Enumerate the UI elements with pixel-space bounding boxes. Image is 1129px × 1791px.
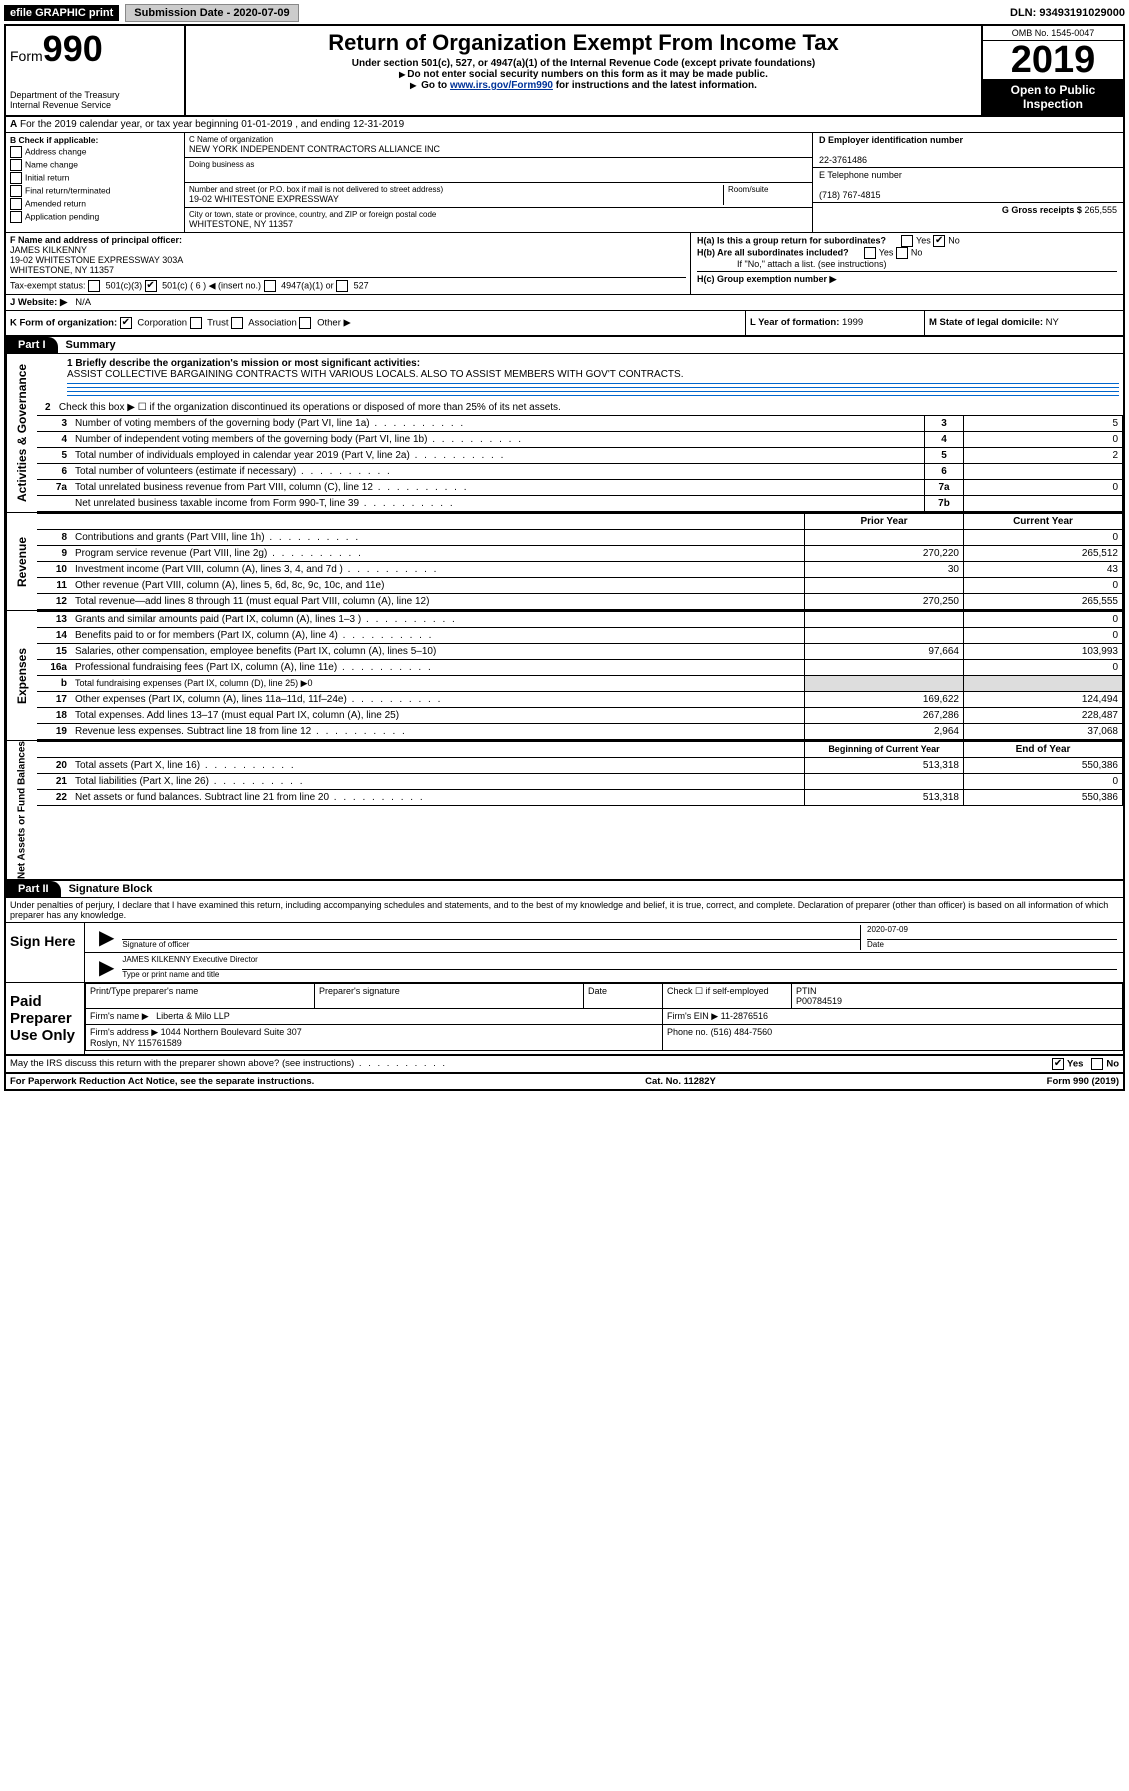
dln: DLN: 93493191029000 bbox=[1010, 7, 1125, 19]
side-revenue: Revenue bbox=[6, 513, 37, 610]
mission-statement: ASSIST COLLECTIVE BARGAINING CONTRACTS W… bbox=[67, 369, 683, 380]
irs-link[interactable]: www.irs.gov/Form990 bbox=[450, 80, 553, 91]
top-bar: efile GRAPHIC print Submission Date - 20… bbox=[4, 4, 1125, 22]
form-title: Return of Organization Exempt From Incom… bbox=[188, 30, 979, 56]
footer: For Paperwork Reduction Act Notice, see … bbox=[6, 1072, 1123, 1089]
gross-receipts: 265,555 bbox=[1084, 205, 1117, 215]
side-expenses: Expenses bbox=[6, 611, 37, 740]
officer-address: 19-02 WHITESTONE EXPRESSWAY 303A WHITEST… bbox=[10, 255, 183, 275]
row-j-website: J Website: ▶ N/A bbox=[6, 295, 1123, 311]
box-de: D Employer identification number 22-3761… bbox=[812, 133, 1123, 232]
officer-name: JAMES KILKENNY bbox=[10, 245, 87, 255]
firm-phone: (516) 484-7560 bbox=[711, 1027, 773, 1037]
part-i-header: Part I Summary bbox=[6, 337, 1123, 354]
row-a-tax-year: A For the 2019 calendar year, or tax yea… bbox=[6, 117, 1123, 133]
subtitle-1: Under section 501(c), 527, or 4947(a)(1)… bbox=[188, 58, 979, 69]
box-b: B Check if applicable: Address change Na… bbox=[6, 133, 185, 232]
ptin: P00784519 bbox=[796, 996, 842, 1006]
open-public-badge: Open to Public Inspection bbox=[983, 79, 1123, 115]
section-fh: F Name and address of principal officer:… bbox=[6, 233, 1123, 295]
form-container: Form990 Department of the Treasury Inter… bbox=[4, 24, 1125, 1091]
revenue-table: Prior YearCurrent Year 8Contributions an… bbox=[37, 513, 1123, 610]
governance-table: 3Number of voting members of the governi… bbox=[37, 415, 1123, 512]
form-header: Form990 Department of the Treasury Inter… bbox=[6, 26, 1123, 117]
subtitle-2: Do not enter social security numbers on … bbox=[188, 69, 979, 80]
expenses-table: 13Grants and similar amounts paid (Part … bbox=[37, 611, 1123, 740]
ein: 22-3761486 bbox=[819, 155, 867, 165]
discuss-row: May the IRS discuss this return with the… bbox=[6, 1055, 1123, 1072]
net-assets-table: Beginning of Current YearEnd of Year 20T… bbox=[37, 741, 1123, 806]
section-bcd: B Check if applicable: Address change Na… bbox=[6, 133, 1123, 233]
officer-name-title: JAMES KILKENNY Executive Director bbox=[122, 955, 1117, 970]
row-klm: K Form of organization: ✔ Corporation Tr… bbox=[6, 311, 1123, 337]
side-activities-governance: Activities & Governance bbox=[6, 354, 37, 512]
side-net-assets: Net Assets or Fund Balances bbox=[6, 741, 37, 879]
sign-date: 2020-07-09 bbox=[867, 925, 1117, 940]
efile-button[interactable]: efile GRAPHIC print bbox=[4, 5, 119, 21]
firm-name: Liberta & Milo LLP bbox=[156, 1011, 230, 1021]
perjury-statement: Under penalties of perjury, I declare th… bbox=[6, 898, 1123, 923]
org-address: 19-02 WHITESTONE EXPRESSWAY bbox=[189, 194, 723, 204]
submission-date-button[interactable]: Submission Date - 2020-07-09 bbox=[125, 4, 298, 22]
form-prefix: Form bbox=[10, 48, 43, 64]
paid-preparer-section: Paid Preparer Use Only Print/Type prepar… bbox=[6, 983, 1123, 1055]
phone: (718) 767-4815 bbox=[819, 190, 881, 200]
dept-treasury: Department of the Treasury Internal Reve… bbox=[10, 90, 180, 110]
subtitle-3: Go to www.irs.gov/Form990 for instructio… bbox=[188, 80, 979, 91]
box-c: C Name of organization NEW YORK INDEPEND… bbox=[185, 133, 812, 232]
org-name: NEW YORK INDEPENDENT CONTRACTORS ALLIANC… bbox=[189, 144, 808, 154]
form-number: 990 bbox=[43, 28, 103, 69]
tax-year: 2019 bbox=[983, 41, 1123, 79]
firm-ein: 11-2876516 bbox=[721, 1011, 768, 1021]
sign-here-section: Sign Here ▶ Signature of officer 2020-07… bbox=[6, 923, 1123, 983]
part-ii-header: Part II Signature Block bbox=[6, 881, 1123, 898]
org-city: WHITESTONE, NY 11357 bbox=[189, 219, 808, 229]
